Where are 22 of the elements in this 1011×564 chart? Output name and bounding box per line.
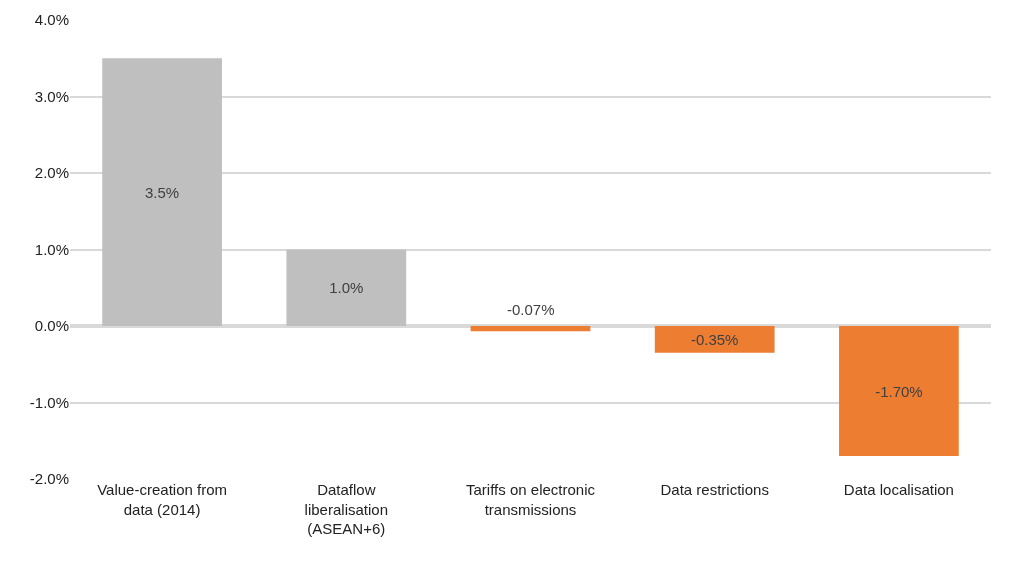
x-tick-label: Tariffs on electronic transmissions	[466, 481, 596, 518]
data-label: 3.5%	[145, 183, 180, 201]
x-tick-label: Data localisation	[843, 481, 954, 498]
y-tick-label: -1.0%	[29, 393, 69, 411]
y-tick-label: 1.0%	[34, 240, 69, 258]
y-tick-label: 2.0%	[34, 164, 69, 182]
x-tick-label: Data restrictions	[660, 481, 769, 498]
bar	[102, 58, 222, 326]
y-tick-label: 4.0%	[34, 11, 69, 29]
bar	[470, 326, 591, 332]
x-tick-label: Value-creation from data (2014)	[97, 481, 227, 518]
y-tick-label: 0.0%	[34, 317, 69, 335]
x-tick-label: Dataflow liberalisation (ASEAN+6)	[304, 481, 388, 537]
bar	[286, 249, 407, 326]
data-label: -1.70%	[875, 382, 923, 400]
bar	[839, 326, 959, 457]
data-label: 1.0%	[329, 279, 364, 297]
data-label: -0.07%	[507, 301, 555, 318]
y-tick-label: -2.0%	[29, 470, 69, 488]
y-tick-label: 3.0%	[34, 87, 69, 105]
data-label: -0.35%	[690, 330, 739, 348]
bar	[654, 326, 775, 353]
